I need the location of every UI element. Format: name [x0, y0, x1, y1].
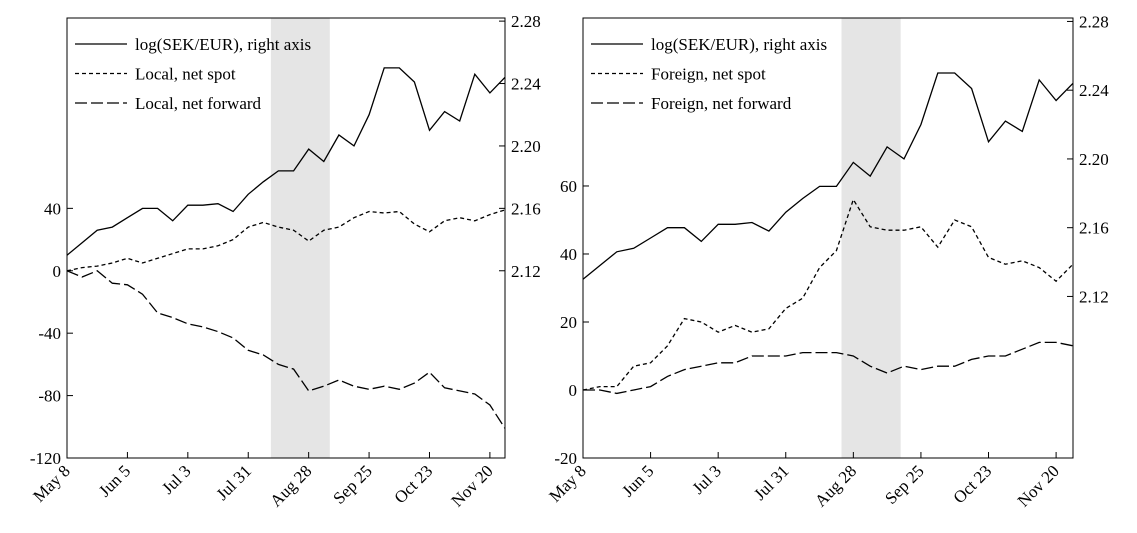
y2-tick-label: 2.28 — [511, 12, 541, 31]
x-tick-label: Jun 5 — [95, 461, 134, 500]
y2-tick-label: 2.24 — [1079, 81, 1109, 100]
x-tick-label: Oct 23 — [390, 461, 436, 507]
legend-label: log(SEK/EUR), right axis — [135, 35, 311, 54]
y-tick-label: 40 — [44, 199, 61, 218]
shaded-period — [841, 18, 901, 458]
y2-tick-label: 2.12 — [1079, 287, 1109, 306]
x-tick-label: Aug 28 — [266, 461, 315, 510]
legend-label: Local, net spot — [135, 65, 236, 84]
y2-tick-label: 2.16 — [1079, 219, 1109, 238]
legend-label: log(SEK/EUR), right axis — [651, 35, 827, 54]
y-tick-label: -120 — [30, 449, 61, 468]
series-line — [582, 198, 1074, 391]
x-tick-label: Jun 5 — [618, 461, 657, 500]
series-line — [66, 270, 506, 429]
y2-tick-label: 2.16 — [511, 199, 541, 218]
y-tick-label: 60 — [560, 177, 577, 196]
legend-label: Foreign, net forward — [651, 94, 792, 113]
x-tick-label: Jul 31 — [750, 461, 792, 503]
y2-tick-label: 2.12 — [511, 262, 541, 281]
plot-frame — [582, 17, 1074, 459]
series-line — [66, 209, 506, 272]
x-tick-label: Jul 31 — [213, 461, 255, 503]
series-line — [583, 341, 1074, 395]
y2-tick-label: 2.20 — [511, 137, 541, 156]
series-line — [66, 67, 506, 256]
x-tick-label: Jul 3 — [158, 461, 194, 497]
legend-label: Foreign, net spot — [651, 65, 766, 84]
y-tick-label: -80 — [38, 387, 61, 406]
x-tick-label: Sep 25 — [881, 461, 927, 507]
y-tick-label: 0 — [53, 262, 62, 281]
y2-tick-label: 2.28 — [1079, 12, 1109, 31]
x-tick-label: Oct 23 — [950, 461, 996, 507]
y-tick-label: -40 — [38, 324, 61, 343]
y2-tick-label: 2.20 — [1079, 150, 1109, 169]
x-tick-label: Nov 20 — [1014, 461, 1063, 510]
y-tick-label: 40 — [560, 245, 577, 264]
shaded-period — [270, 18, 330, 458]
y-tick-label: 0 — [569, 381, 578, 400]
y2-tick-label: 2.24 — [511, 75, 541, 94]
x-tick-label: May 8 — [545, 461, 589, 505]
y-tick-label: -20 — [554, 449, 577, 468]
x-tick-label: Sep 25 — [329, 461, 375, 507]
x-tick-label: Nov 20 — [448, 461, 497, 510]
series-line — [582, 72, 1074, 280]
x-tick-label: May 8 — [29, 461, 73, 505]
x-tick-label: Jul 3 — [689, 461, 725, 497]
plot-frame — [66, 17, 506, 459]
y-tick-label: 20 — [560, 313, 577, 332]
legend-label: Local, net forward — [135, 94, 262, 113]
x-tick-label: Aug 28 — [811, 461, 860, 510]
